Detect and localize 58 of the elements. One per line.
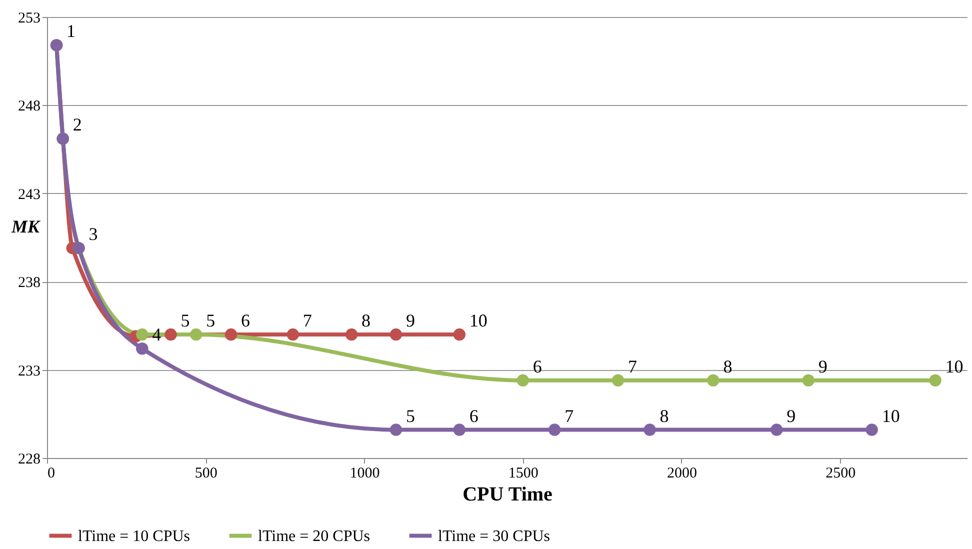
- x-tick-label: 1500: [508, 466, 538, 482]
- point: [190, 328, 202, 341]
- annotation: 2: [72, 114, 82, 135]
- annotation: 8: [723, 356, 732, 376]
- y-axis-title: MK: [10, 216, 42, 236]
- point: [345, 328, 358, 341]
- y-tick-label: 238: [18, 275, 40, 292]
- point: [453, 328, 466, 341]
- point: [929, 374, 942, 386]
- annotation: 8: [660, 406, 669, 426]
- x-axis-title: CPU Time: [462, 484, 553, 506]
- annotation: 5: [180, 310, 190, 331]
- point: [707, 374, 720, 386]
- point: [866, 424, 878, 436]
- point: [224, 328, 238, 341]
- annotation: 8: [362, 310, 371, 331]
- y-tick-label: 253: [18, 10, 40, 26]
- point: [286, 328, 299, 341]
- annotation: 6: [241, 310, 250, 331]
- annotation: 5: [406, 406, 415, 426]
- annotation: 7: [302, 310, 312, 331]
- point: [164, 328, 177, 341]
- point: [390, 328, 402, 341]
- point: [453, 424, 466, 436]
- x-tick-label: 2500: [826, 466, 856, 482]
- x-tick-label: 0: [48, 466, 55, 482]
- point: [612, 374, 624, 386]
- annotation: 10: [882, 406, 900, 426]
- annotation: 9: [406, 310, 415, 331]
- y-tick-label: 248: [18, 98, 40, 115]
- annotation: 3: [88, 224, 98, 244]
- x-tick-label: 1000: [350, 466, 380, 482]
- point: [770, 424, 783, 436]
- point: [644, 424, 656, 436]
- legend-label: lTime = 20 CPUs: [258, 528, 370, 545]
- point: [390, 424, 402, 436]
- point: [802, 374, 815, 386]
- y-tick-label: 233: [18, 363, 40, 380]
- annotation: 1: [66, 21, 76, 42]
- point: [516, 374, 529, 386]
- annotation: 7: [628, 356, 638, 376]
- point: [548, 424, 561, 436]
- annotation: 10: [945, 356, 964, 376]
- annotation: 7: [564, 406, 574, 426]
- annotation: 5: [206, 310, 216, 331]
- point: [136, 342, 148, 355]
- annotation: 6: [469, 406, 478, 426]
- legend-label: lTime = 30 CPUs: [438, 528, 550, 545]
- point: [136, 328, 148, 341]
- annotation: 6: [532, 356, 542, 376]
- y-tick-label: 243: [18, 186, 40, 203]
- legend-label: lTime = 10 CPUs: [78, 528, 190, 545]
- annotation: 10: [469, 310, 488, 331]
- x-tick-label: 500: [194, 466, 218, 482]
- annotation: 9: [818, 356, 828, 376]
- y-tick-label: 228: [18, 452, 40, 468]
- annotation: 9: [786, 406, 796, 426]
- x-tick-label: 2000: [666, 466, 697, 482]
